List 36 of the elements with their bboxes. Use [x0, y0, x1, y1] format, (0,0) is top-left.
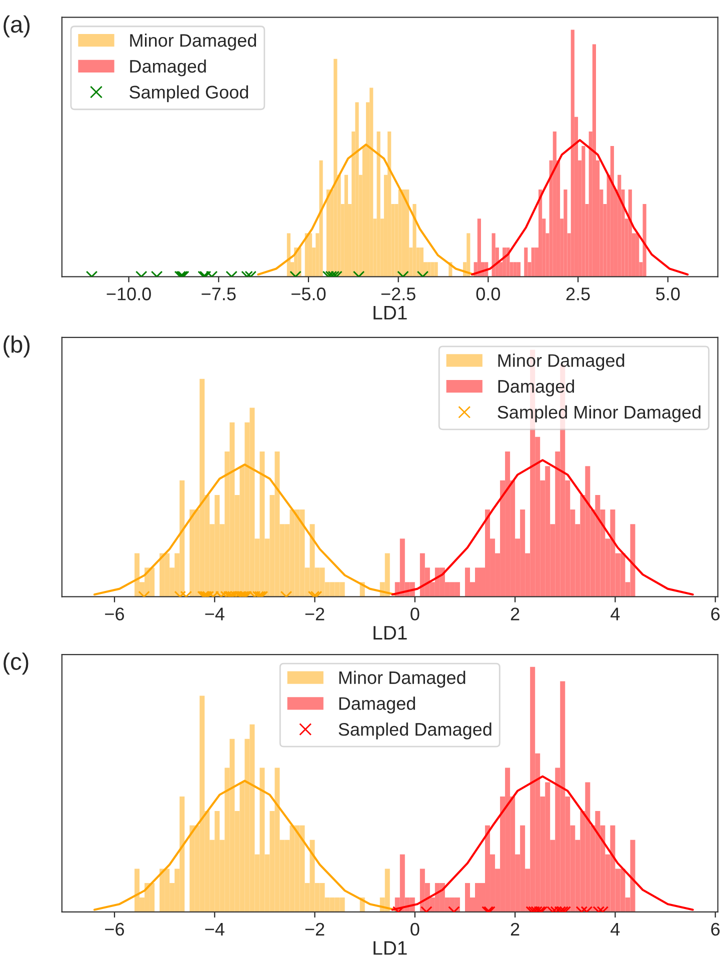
- text: (c): [4, 652, 28, 675]
- x-tick-label: 0.0: [476, 288, 500, 300]
- x-tick-label: −4: [205, 923, 224, 936]
- x-tick-label: −7.5: [202, 288, 236, 300]
- x-tick-label: 6: [711, 608, 720, 620]
- text: (b): [4, 335, 30, 358]
- x-tick-label: 0: [410, 608, 420, 620]
- x-tick-label: 4: [610, 923, 620, 936]
- legend-label: Minor Damaged: [339, 670, 466, 688]
- legend-label: Sampled Good: [130, 85, 248, 102]
- x-tick-label: 4: [610, 608, 620, 620]
- x-tick-label: 5.0: [656, 288, 680, 300]
- x-tick-label: −6: [105, 608, 124, 620]
- legend-label: Minor Damaged: [130, 34, 256, 50]
- x-tick-label: −2: [305, 922, 324, 936]
- x-tick-label: −5.0: [292, 288, 326, 300]
- x-tick-label: −2.5: [381, 288, 416, 300]
- legend-label: Damaged: [498, 380, 574, 396]
- x-tick-label: 2: [510, 608, 520, 620]
- x-tick-label: 2.5: [566, 288, 590, 300]
- legend-label: Damaged: [339, 696, 416, 714]
- text: (a): [4, 15, 30, 38]
- legend-label: Damaged: [130, 59, 206, 76]
- x-axis-title: LD1: [374, 941, 407, 955]
- legend-label: Sampled Damaged: [338, 722, 492, 740]
- legend-label: Sampled Minor Damaged: [498, 405, 700, 422]
- x-tick-label: 0: [410, 922, 420, 936]
- x-tick-label: 2: [510, 922, 520, 936]
- x-axis-title: LD1: [374, 626, 407, 640]
- x-tick-label: −2: [305, 608, 324, 620]
- x-tick-label: 6: [711, 922, 720, 936]
- x-tick-label: −10.0: [106, 288, 151, 300]
- x-tick-label: −6: [105, 922, 124, 936]
- x-tick-label: −4: [205, 608, 224, 620]
- legend-label: Minor Damaged: [498, 354, 624, 370]
- x-axis-title: LD1: [374, 306, 407, 320]
